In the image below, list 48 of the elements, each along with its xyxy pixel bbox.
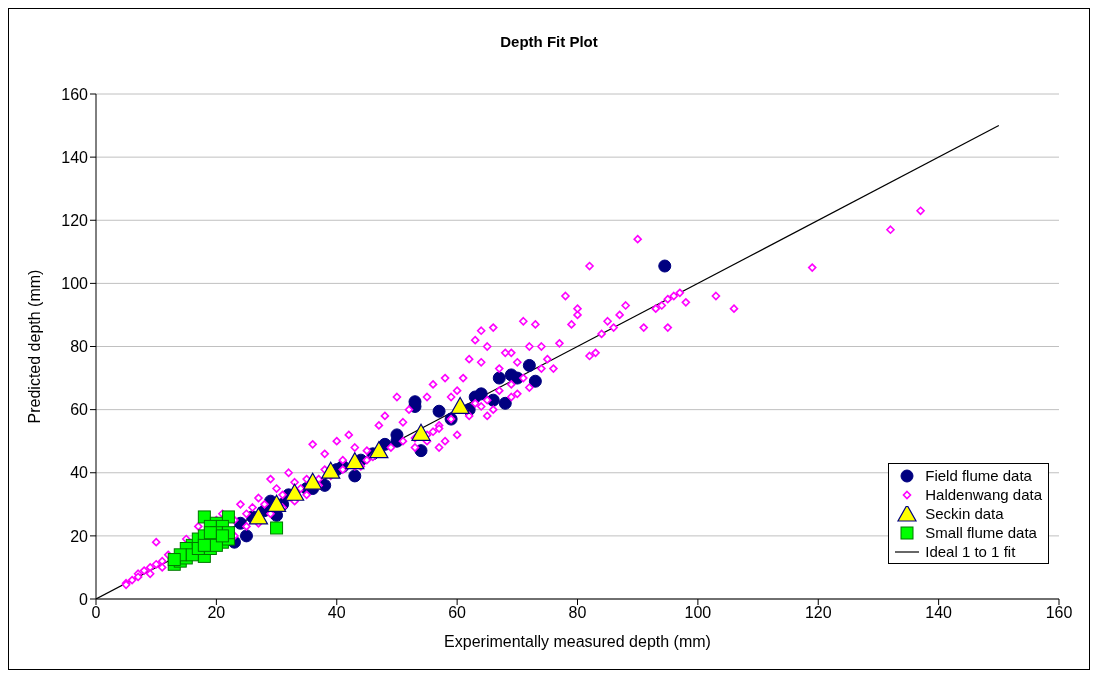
point xyxy=(411,423,431,441)
x-tick-label: 100 xyxy=(684,604,712,622)
x-tick-label: 160 xyxy=(1045,604,1073,622)
point xyxy=(348,469,362,483)
x-tick-label: 120 xyxy=(804,604,832,622)
point xyxy=(239,529,253,543)
y-tick-label: 80 xyxy=(70,338,89,356)
point xyxy=(167,553,181,567)
point xyxy=(248,507,269,525)
point xyxy=(498,396,512,410)
point xyxy=(266,494,287,512)
legend-label: Small flume data xyxy=(925,524,1037,541)
point xyxy=(369,441,389,459)
y-tick-label: 160 xyxy=(61,85,89,103)
point xyxy=(203,526,217,540)
point xyxy=(215,529,229,543)
x-tick-label: 80 xyxy=(568,604,587,622)
y-tick-label: 140 xyxy=(61,148,89,166)
x-axis-title: Experimentally measured depth (mm) xyxy=(444,633,711,650)
point xyxy=(197,538,211,552)
legend-label: Haldenwang data xyxy=(925,486,1042,503)
legend-label: Ideal 1 to 1 fit xyxy=(925,543,1016,560)
point xyxy=(492,371,506,385)
point xyxy=(450,396,470,415)
point xyxy=(303,472,323,490)
point xyxy=(270,521,284,535)
y-tick-label: 0 xyxy=(79,590,89,608)
point xyxy=(528,374,542,388)
legend-label: Field flume data xyxy=(925,467,1032,484)
x-tick-label: 60 xyxy=(448,604,467,622)
x-tick-label: 40 xyxy=(327,604,346,622)
y-axis-title: Predicted depth (mm) xyxy=(25,269,43,424)
y-tick-label: 60 xyxy=(70,401,89,419)
point xyxy=(658,259,672,273)
y-tick-label: 120 xyxy=(61,211,89,229)
chart-title: Depth Fit Plot xyxy=(499,33,599,50)
y-tick-label: 40 xyxy=(70,464,89,482)
x-tick-label: 140 xyxy=(925,604,953,622)
y-tick-label: 100 xyxy=(61,275,89,293)
point xyxy=(522,358,536,372)
y-tick-label: 20 xyxy=(70,527,89,545)
point xyxy=(321,461,341,479)
x-tick-label: 20 xyxy=(207,604,226,622)
point xyxy=(345,452,365,470)
legend-label: Seckin data xyxy=(925,505,1004,522)
point xyxy=(432,404,446,418)
point xyxy=(285,483,305,501)
x-tick-label: 0 xyxy=(91,604,101,622)
